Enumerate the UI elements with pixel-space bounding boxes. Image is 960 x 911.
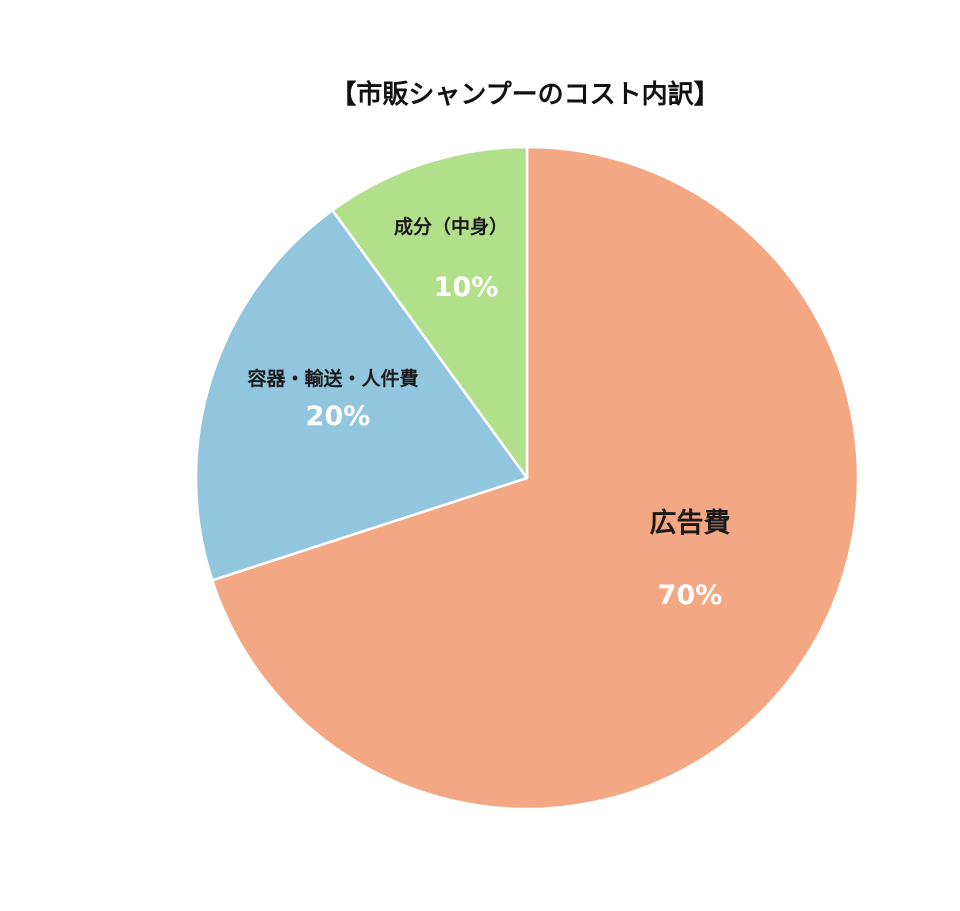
pie-slice-2 — [194, 208, 529, 582]
pie-slice-1 — [210, 145, 860, 811]
chart-title: 【市販シャンプーのコスト内訳】 — [330, 79, 719, 110]
pie-slice-3 — [331, 145, 529, 480]
pie-labels: 広告費 70% 容器・輸送・人件費 20% 成分（中身） 10% — [247, 215, 730, 611]
slice-label-3: 成分（中身） — [394, 215, 508, 238]
slice-label-1: 広告費 — [650, 507, 731, 539]
slice-value-label-2: 20% — [306, 401, 371, 432]
slice-value-label-1: 70% — [658, 580, 723, 611]
slice-value-label-3: 10% — [434, 272, 499, 303]
pie-slices — [194, 145, 860, 811]
slice-label-2: 容器・輸送・人件費 — [247, 367, 418, 390]
